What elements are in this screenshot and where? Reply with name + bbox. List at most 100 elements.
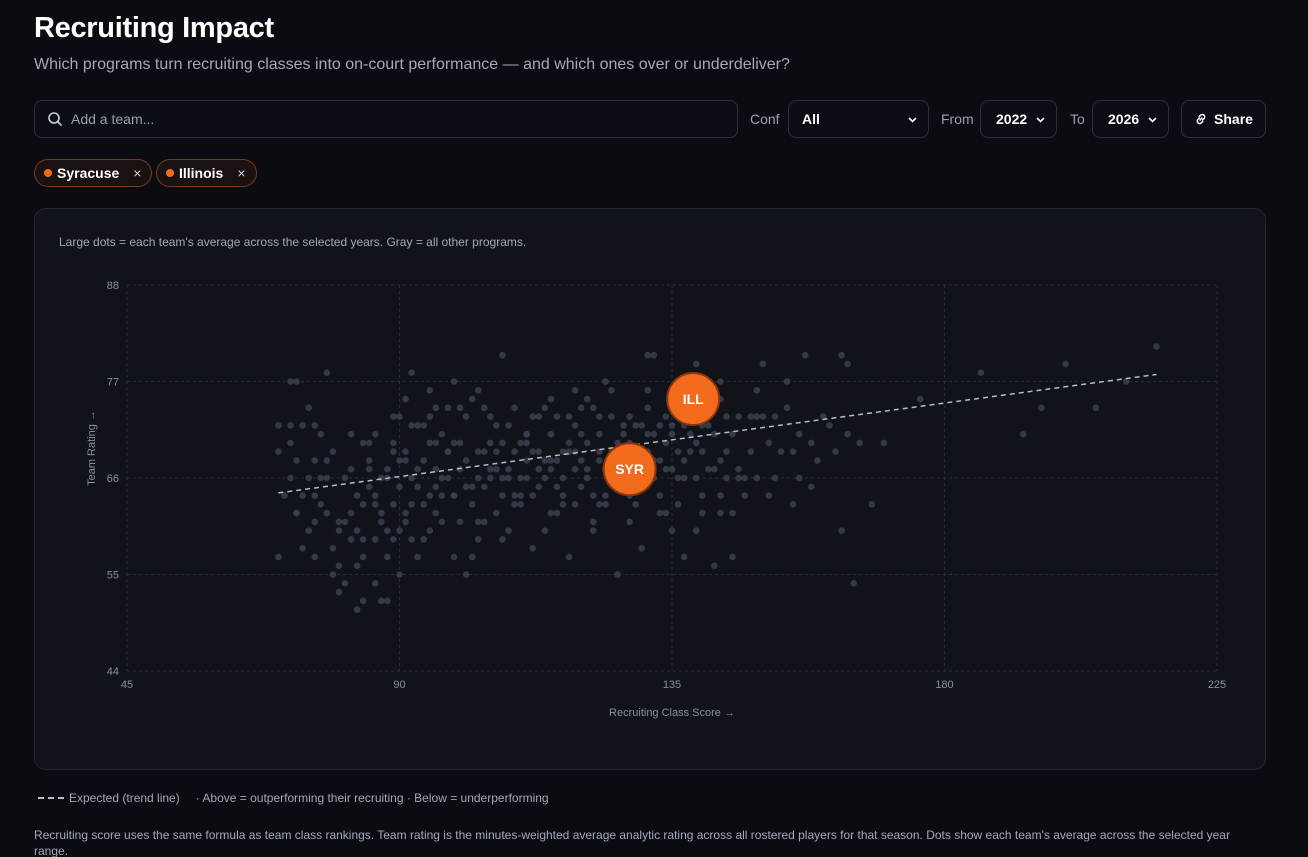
other-program-point <box>281 492 288 499</box>
other-program-point <box>438 474 446 482</box>
other-program-point <box>735 465 742 473</box>
other-program-point <box>589 404 597 412</box>
other-program-point <box>438 492 446 499</box>
team-chip-syracuse: Syracuse × <box>34 159 153 187</box>
other-program-point <box>620 430 627 438</box>
x-axis-label: Recruiting Class Score → <box>609 707 735 719</box>
other-program-point <box>499 492 506 499</box>
to-label: To <box>1070 111 1085 127</box>
other-program-point <box>753 474 761 482</box>
other-program-point <box>444 404 452 412</box>
other-program-point <box>559 448 567 455</box>
other-program-point <box>850 579 857 587</box>
other-program-point <box>674 501 682 508</box>
other-program-point <box>474 474 482 482</box>
conf-select-value: All <box>802 111 820 127</box>
other-program-point <box>698 448 706 455</box>
to-select[interactable]: 2026 <box>1092 100 1169 138</box>
other-program-point <box>916 395 924 403</box>
y-axis-label: Team Rating → <box>86 410 98 486</box>
other-program-point <box>765 492 773 499</box>
other-program-point <box>378 597 385 605</box>
other-program-point <box>826 422 833 429</box>
other-program-point <box>559 474 567 482</box>
other-program-point <box>608 386 615 394</box>
other-program-point <box>789 501 797 508</box>
other-program-point <box>547 465 555 473</box>
other-program-point <box>1019 430 1027 438</box>
other-program-point <box>323 509 331 517</box>
other-program-point <box>602 501 609 508</box>
other-program-point <box>795 474 803 482</box>
other-program-point <box>692 474 700 482</box>
other-program-point <box>705 465 712 473</box>
other-program-point <box>650 430 658 438</box>
x-tick-label: 225 <box>1208 679 1226 691</box>
other-program-point <box>638 422 646 429</box>
other-program-point <box>795 430 803 438</box>
other-program-point <box>868 501 876 508</box>
other-program-point <box>468 483 476 491</box>
other-program-point <box>468 553 476 561</box>
remove-team-button[interactable]: × <box>237 165 246 181</box>
other-program-point <box>747 413 755 420</box>
other-program-point <box>468 501 476 508</box>
other-program-point <box>353 606 361 613</box>
other-program-point <box>505 465 512 473</box>
remove-team-button[interactable]: × <box>133 165 142 181</box>
team-chip-illinois: Illinois × <box>156 159 257 187</box>
other-program-point <box>287 474 294 482</box>
team-search[interactable] <box>34 100 738 138</box>
other-program-point <box>668 465 676 473</box>
other-program-point <box>650 351 658 359</box>
conf-label: Conf <box>750 111 780 127</box>
other-program-point <box>565 413 573 420</box>
other-program-point <box>408 422 415 429</box>
other-program-point <box>596 413 603 420</box>
other-program-point <box>493 422 500 429</box>
other-program-point <box>426 413 434 420</box>
other-program-point <box>753 386 761 394</box>
other-program-point <box>408 536 415 543</box>
other-program-point <box>589 518 597 526</box>
other-program-point <box>311 518 319 526</box>
other-program-point <box>353 492 361 499</box>
other-program-point <box>402 518 409 526</box>
search-input[interactable] <box>71 111 711 127</box>
other-program-point <box>329 544 337 552</box>
trend-line-swatch <box>38 797 64 799</box>
legend-expected: Expected (trend line) <box>69 791 180 805</box>
from-select-value: 2022 <box>996 111 1028 127</box>
other-program-point <box>456 404 464 412</box>
other-program-point <box>371 492 379 499</box>
other-program-point <box>402 448 409 455</box>
other-program-point <box>275 553 282 561</box>
to-select-value: 2026 <box>1108 111 1140 127</box>
other-program-point <box>844 360 851 368</box>
other-program-point <box>480 448 488 455</box>
other-program-point <box>450 439 458 447</box>
other-program-point <box>844 430 851 438</box>
link-icon <box>1196 113 1206 125</box>
other-program-point <box>608 413 615 420</box>
other-program-point <box>329 448 337 455</box>
trend-line <box>278 373 1157 494</box>
other-program-point <box>807 439 815 447</box>
conf-select[interactable]: All <box>788 100 929 138</box>
from-select[interactable]: 2022 <box>980 100 1057 138</box>
other-program-point <box>632 501 639 508</box>
other-program-point <box>487 474 494 482</box>
other-program-point <box>680 474 688 482</box>
other-program-point <box>1092 404 1100 412</box>
other-program-point <box>390 501 397 508</box>
team-color-dot <box>44 169 52 177</box>
other-program-point <box>523 457 530 464</box>
other-program-point <box>565 553 573 561</box>
other-program-point <box>711 562 718 570</box>
other-program-point <box>820 413 827 420</box>
other-program-point <box>529 492 537 499</box>
other-program-point <box>341 518 349 526</box>
other-program-point <box>499 351 506 359</box>
share-button[interactable]: Share <box>1181 100 1266 138</box>
other-program-point <box>596 430 603 438</box>
